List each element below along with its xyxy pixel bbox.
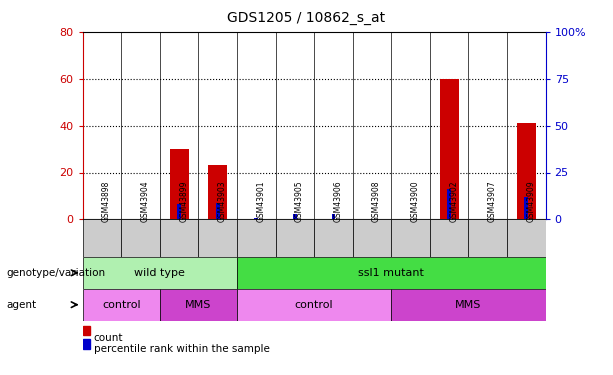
- FancyBboxPatch shape: [199, 219, 237, 257]
- FancyBboxPatch shape: [276, 219, 314, 257]
- FancyBboxPatch shape: [352, 219, 391, 257]
- Bar: [293, 214, 297, 219]
- Bar: [216, 202, 219, 219]
- FancyBboxPatch shape: [83, 289, 160, 321]
- FancyBboxPatch shape: [237, 257, 546, 289]
- Bar: [524, 197, 528, 219]
- Text: percentile rank within the sample: percentile rank within the sample: [94, 344, 270, 354]
- Text: agent: agent: [6, 300, 36, 310]
- Bar: [517, 123, 536, 219]
- Text: GSM43905: GSM43905: [295, 181, 304, 222]
- Text: GSM43904: GSM43904: [140, 181, 150, 222]
- Text: MMS: MMS: [185, 300, 211, 310]
- FancyBboxPatch shape: [83, 257, 237, 289]
- Bar: [83, 339, 89, 348]
- Text: GSM43902: GSM43902: [449, 181, 458, 222]
- FancyBboxPatch shape: [160, 289, 237, 321]
- FancyBboxPatch shape: [507, 219, 546, 257]
- FancyBboxPatch shape: [430, 219, 468, 257]
- Text: GSM43901: GSM43901: [256, 181, 265, 222]
- Bar: [447, 189, 451, 219]
- Bar: [332, 214, 335, 219]
- Text: GSM43899: GSM43899: [179, 181, 188, 222]
- Bar: [440, 79, 459, 219]
- Text: genotype/variation: genotype/variation: [6, 268, 105, 278]
- FancyBboxPatch shape: [314, 219, 352, 257]
- Text: GSM43907: GSM43907: [488, 181, 497, 222]
- Text: control: control: [102, 300, 140, 310]
- FancyBboxPatch shape: [160, 219, 199, 257]
- FancyBboxPatch shape: [237, 289, 391, 321]
- FancyBboxPatch shape: [468, 219, 507, 257]
- Bar: [170, 149, 189, 219]
- FancyBboxPatch shape: [391, 289, 546, 321]
- Text: GSM43903: GSM43903: [218, 181, 227, 222]
- FancyBboxPatch shape: [121, 219, 160, 257]
- Text: GSM43898: GSM43898: [102, 181, 111, 222]
- Bar: [83, 326, 89, 335]
- Text: control: control: [295, 300, 333, 310]
- Text: GSM43909: GSM43909: [527, 181, 535, 222]
- Bar: [208, 165, 227, 219]
- FancyBboxPatch shape: [83, 219, 121, 257]
- Text: GDS1205 / 10862_s_at: GDS1205 / 10862_s_at: [227, 11, 386, 25]
- Text: wild type: wild type: [134, 268, 185, 278]
- Text: MMS: MMS: [455, 300, 482, 310]
- Bar: [254, 217, 258, 219]
- Bar: [177, 204, 181, 219]
- Text: GSM43900: GSM43900: [411, 181, 419, 222]
- Text: GSM43906: GSM43906: [333, 181, 343, 222]
- Text: GSM43908: GSM43908: [372, 181, 381, 222]
- Text: count: count: [94, 333, 123, 342]
- FancyBboxPatch shape: [391, 219, 430, 257]
- Text: ssl1 mutant: ssl1 mutant: [359, 268, 424, 278]
- FancyBboxPatch shape: [237, 219, 276, 257]
